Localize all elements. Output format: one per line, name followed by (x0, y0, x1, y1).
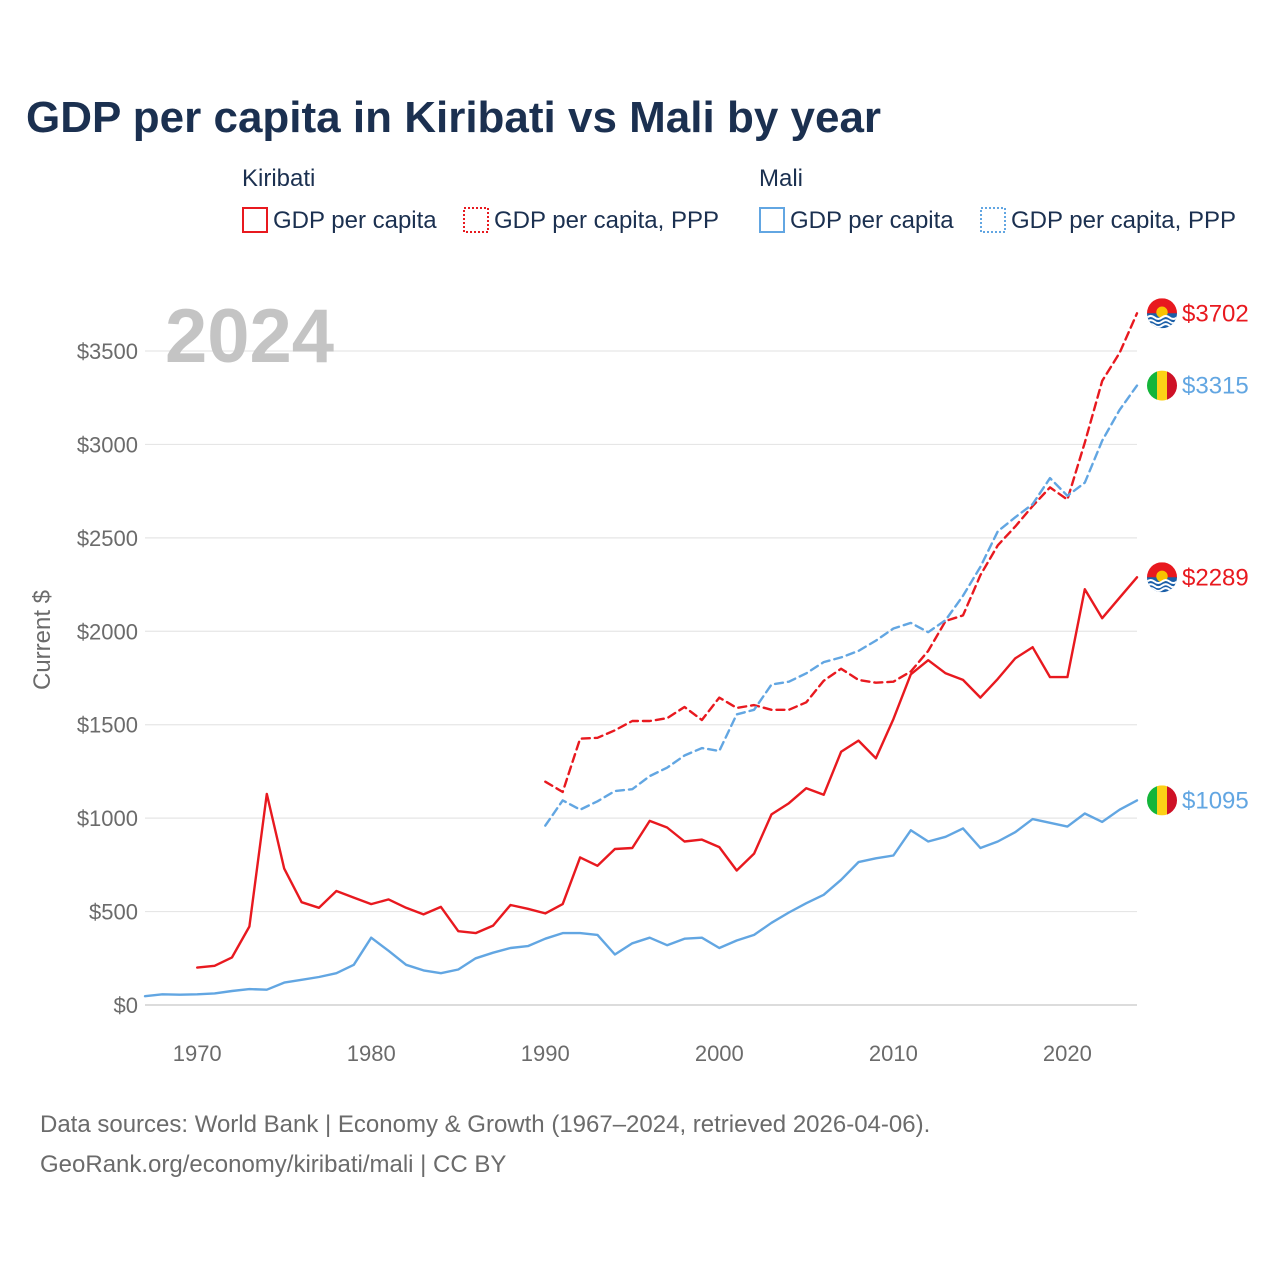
mali-flag-icon (1147, 370, 1177, 401)
y-axis: $0 $500 $1000 $1500 $2000 $2500 $3000 $3500 (77, 339, 138, 1018)
series-line-mali-ppp (544, 384, 1139, 827)
legend-label-kiribati-ppp: GDP per capita, PPP (494, 207, 719, 234)
legend-group-kiribati: Kiribati (242, 165, 315, 192)
series-line-kiribati-ppp (544, 312, 1139, 794)
x-tick-label: 1990 (521, 1041, 570, 1066)
grid (145, 350, 1137, 1006)
legend-label-kiribati-gdp: GDP per capita (273, 207, 437, 234)
x-axis: 1970 1980 1990 2000 2010 2020 (173, 1041, 1092, 1066)
y-tick-label: $0 (114, 993, 138, 1018)
series-line-kiribati-gdp (195, 576, 1139, 969)
x-tick-label: 2000 (695, 1041, 744, 1066)
x-tick-label: 1980 (347, 1041, 396, 1066)
legend-swatch-kiribati-gdp (242, 207, 268, 233)
legend-label-mali-ppp: GDP per capita, PPP (1011, 207, 1236, 234)
end-label-mali-gdp: $1095 (1182, 787, 1249, 814)
mali-flag-icon (1147, 785, 1177, 816)
legend-swatch-mali-gdp (759, 207, 785, 233)
source-line: Data sources: World Bank | Economy & Gro… (40, 1111, 930, 1138)
credit-line: GeoRank.org/economy/kiribati/mali | CC B… (40, 1151, 506, 1178)
kiribati-flag-icon (1147, 562, 1177, 593)
series-line-mali-gdp (143, 799, 1139, 998)
end-label-mali-ppp: $3315 (1182, 373, 1249, 400)
x-tick-label: 2010 (869, 1041, 918, 1066)
end-label-kiribati-gdp: $2289 (1182, 564, 1249, 591)
legend-group-mali: Mali (759, 165, 803, 192)
current-year-watermark: 2024 (165, 294, 334, 379)
legend-swatch-kiribati-ppp (463, 207, 489, 233)
y-tick-label: $3000 (77, 432, 138, 457)
x-tick-label: 2020 (1043, 1041, 1092, 1066)
y-axis-title: Current $ (29, 590, 56, 690)
x-tick-label: 1970 (173, 1041, 222, 1066)
y-tick-label: $3500 (77, 339, 138, 364)
y-tick-label: $1000 (77, 806, 138, 831)
y-tick-label: $2000 (77, 619, 138, 644)
legend: Kiribati GDP per capita GDP per capita, … (242, 165, 1236, 234)
series-end-labels: $2289 $3702 $1095 $3315 (1147, 298, 1249, 816)
series-layer (143, 312, 1139, 998)
kiribati-flag-icon (1147, 298, 1177, 329)
y-tick-label: $500 (89, 900, 138, 925)
y-tick-label: $2500 (77, 526, 138, 551)
legend-label-mali-gdp: GDP per capita (790, 207, 954, 234)
chart-title: GDP per capita in Kiribati vs Mali by ye… (26, 93, 881, 142)
y-tick-label: $1500 (77, 713, 138, 738)
end-label-kiribati-ppp: $3702 (1182, 300, 1249, 327)
legend-swatch-mali-ppp (980, 207, 1006, 233)
